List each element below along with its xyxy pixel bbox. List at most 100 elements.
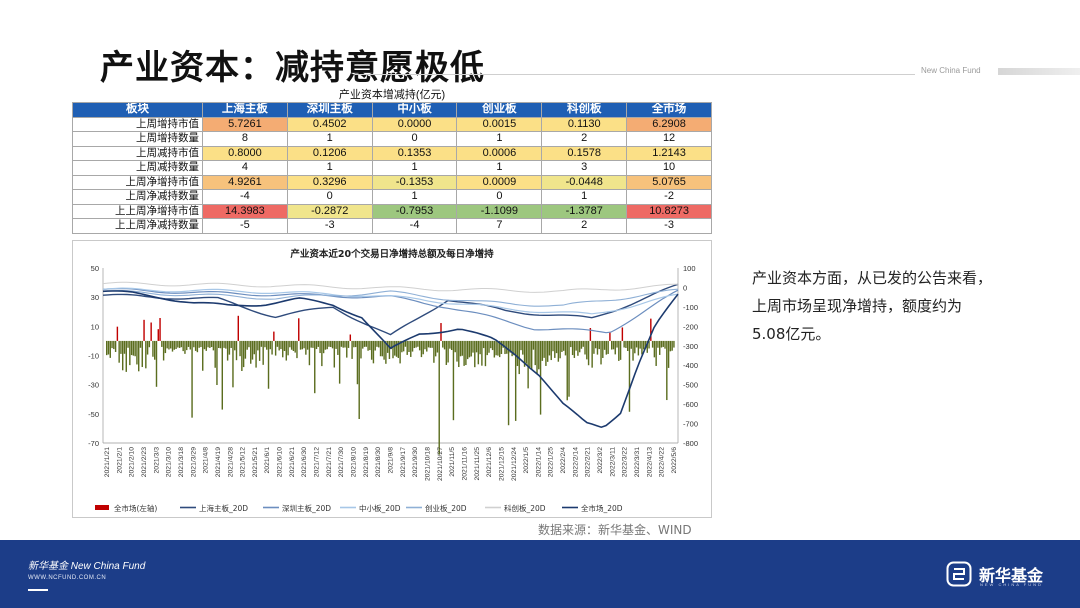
bar — [397, 340, 400, 358]
bar — [271, 340, 273, 355]
table-cell: 1 — [286, 160, 373, 176]
bar — [113, 340, 115, 350]
bar — [365, 340, 368, 347]
bar — [422, 340, 424, 355]
bar — [482, 340, 485, 349]
bar — [369, 340, 371, 351]
bar — [202, 340, 204, 371]
bar — [228, 340, 231, 355]
bar — [253, 340, 255, 355]
bar — [463, 340, 465, 366]
table-cell: 0.1353 — [371, 145, 458, 161]
bar — [614, 340, 616, 355]
table-cell: 7 — [456, 218, 543, 234]
bar — [447, 340, 449, 363]
bar — [600, 340, 602, 365]
line-series — [102, 287, 679, 315]
bar — [427, 340, 430, 348]
table-cell: -0.7953 — [371, 203, 458, 219]
bar — [525, 340, 528, 364]
table-row: 上上周净减持数量 -5 -3 -4 7 2 -3 — [72, 218, 712, 234]
bar — [235, 340, 238, 361]
bar — [554, 340, 556, 358]
footer-divider — [28, 589, 48, 591]
bar — [161, 340, 163, 347]
bar — [136, 340, 138, 365]
bar — [218, 340, 220, 348]
bar — [107, 340, 110, 355]
bar — [612, 340, 615, 350]
bar — [461, 340, 464, 356]
bar — [498, 340, 501, 358]
bar — [530, 340, 533, 370]
bar — [424, 340, 426, 350]
bar — [429, 340, 432, 348]
table-row: 上周减持数量 4 1 1 1 3 10 — [72, 160, 712, 176]
bar — [514, 340, 517, 421]
bar — [122, 340, 124, 371]
table-cell: 1 — [456, 131, 543, 147]
bar — [500, 340, 503, 354]
bar — [230, 340, 232, 348]
bar — [598, 340, 600, 350]
bar — [354, 340, 357, 348]
x-tick-label: 2021/6/1 — [264, 447, 271, 474]
table-cell: 12 — [626, 131, 712, 147]
bar — [662, 340, 664, 347]
legend-swatch — [95, 505, 109, 510]
bar — [562, 340, 565, 351]
bar — [347, 340, 350, 348]
bar — [232, 340, 234, 388]
bar — [479, 340, 481, 355]
bar — [442, 340, 444, 348]
bar — [260, 340, 263, 347]
bar — [607, 340, 609, 354]
bar — [418, 340, 421, 351]
y-right-tick: -600 — [683, 400, 698, 409]
bar — [349, 334, 352, 341]
bar — [502, 340, 504, 348]
bar — [312, 340, 314, 348]
bar — [194, 340, 197, 351]
table-cell: 0.1578 — [541, 145, 628, 161]
bar — [470, 340, 472, 357]
bar — [402, 340, 405, 352]
bar — [209, 340, 211, 348]
bar — [283, 340, 286, 351]
table-cell: 1.2143 — [626, 145, 712, 161]
bar — [207, 340, 209, 348]
bar — [669, 340, 672, 352]
row-label: 上周增持市值 — [72, 116, 203, 132]
description-line: 上周市场呈现净增持，额度约为 — [752, 297, 963, 315]
bar — [114, 340, 117, 352]
bar — [406, 340, 408, 355]
description-line: 产业资本方面，从已发的公告来看， — [752, 269, 993, 287]
x-tick-label: 2022/2/4 — [560, 447, 567, 474]
bar — [129, 340, 131, 366]
x-tick-label: 2022/5/6 — [671, 447, 678, 474]
bar — [308, 340, 311, 366]
x-tick-label: 2021/3/10 — [166, 447, 173, 477]
bar — [477, 340, 480, 365]
y-right-tick: -300 — [683, 342, 698, 351]
bar — [395, 340, 398, 357]
bar — [234, 340, 236, 351]
legend-label: 全市场(左轴) — [114, 503, 157, 513]
bar — [282, 340, 284, 358]
bar — [315, 340, 318, 350]
bar — [623, 340, 625, 348]
table-cell: 5.0765 — [626, 174, 712, 190]
bar — [655, 340, 657, 366]
row-label: 上周净减持数量 — [72, 189, 203, 205]
x-tick-label: 2021/12/24 — [511, 447, 518, 481]
bar — [454, 340, 456, 353]
bar — [342, 340, 344, 348]
bar — [130, 340, 133, 356]
bar — [545, 340, 547, 366]
bar — [481, 340, 483, 366]
bar — [474, 340, 476, 368]
bar — [379, 340, 382, 357]
table-cell: -5 — [202, 218, 288, 234]
table-cell: 5.7261 — [202, 116, 288, 132]
bar — [578, 340, 581, 353]
